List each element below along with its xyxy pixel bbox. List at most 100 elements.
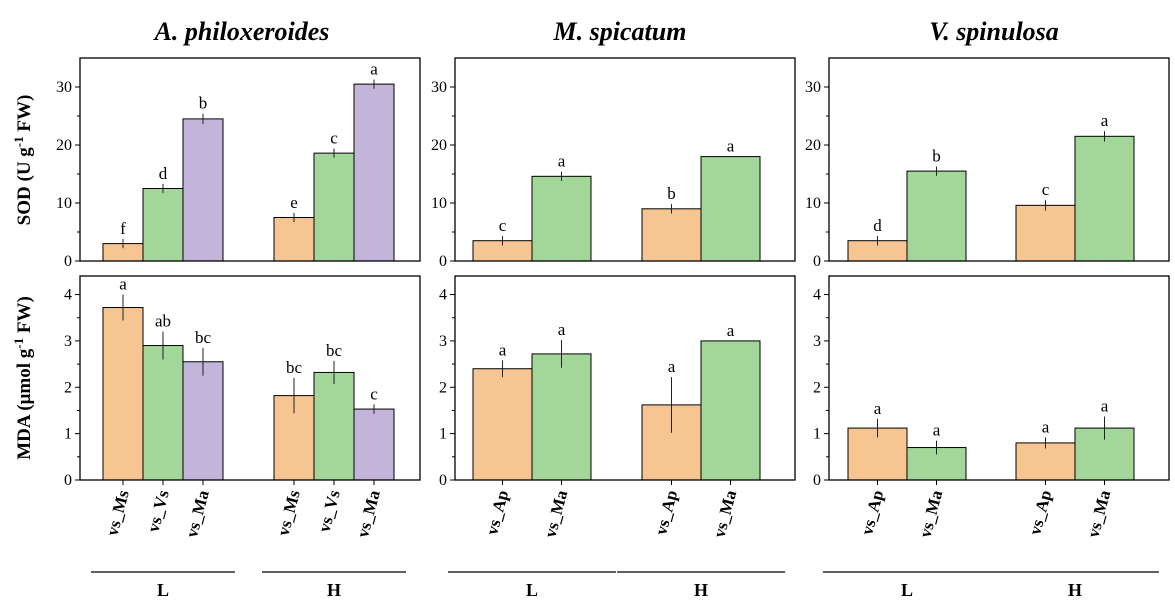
column-titles: A. philoxeroides M. spicatum V. spinulosa [153,17,1059,46]
panel-title: V. spinulosa [929,17,1059,46]
y-tick-label: 0 [64,253,72,270]
group-label: H [694,580,708,600]
bar-L-vs_Ma [531,175,592,262]
panel-sod-0: f d b e c a 0 10 20 30 [56,57,421,270]
significance-letter: f [120,219,126,238]
x-tick-label: vs_Ap [857,488,887,537]
y-tick-label: 2 [813,379,821,396]
significance-letter: ab [155,312,171,331]
bar-H-vs_Ap [1015,204,1076,262]
y-tick-label: 20 [805,137,821,154]
panel-sod-2: d b c a 0 10 20 30 [805,57,1170,270]
y-tick-label: 1 [64,426,72,443]
significance-letter: bc [195,328,212,347]
plot-frame [828,275,1170,481]
significance-letter: c [330,128,338,147]
plot-frame [828,57,1170,262]
panel-title: M. spicatum [553,17,687,46]
bar-L-vs_Vs [142,345,184,481]
y-tick-label: 30 [56,79,72,96]
significance-letter: a [874,399,882,418]
mda-y-axis-label: MDA (μmol g-1 FW) [11,296,35,460]
group-label: L [157,580,169,600]
significance-letter: a [558,152,566,171]
bar-H-vs_Ma [700,156,761,262]
plot-frame [79,57,421,262]
x-tick-label: vs_Ap [651,488,681,537]
significance-letter: a [558,320,566,339]
panel-mda-0: a ab bc bc bc c 0 1 2 3 4 vs_Ms vs_Vs vs_Ma Lvs_Ms vs_V… [64,275,421,600]
significance-letter: a [727,321,735,340]
significance-letter: a [499,340,507,359]
y-tick-label: 10 [56,195,72,212]
bar-L-vs_Ma [906,170,967,262]
y-tick-label: 30 [431,79,447,96]
y-tick-label: 3 [64,333,72,350]
sod-y-axis-label: SOD (U g-1 FW) [11,95,35,226]
y-tick-label: 4 [439,287,447,304]
x-tick-label: vs_Ma [916,488,947,540]
y-axis-labels: SOD (U g-1 FW) MDA (μmol g-1 FW) [11,95,35,460]
y-tick-label: 20 [431,137,447,154]
significance-letter: d [873,216,882,235]
group-label: H [327,580,341,600]
significance-letter: b [667,184,676,203]
y-tick-label: 3 [439,333,447,350]
bar-H-vs_Ma [1074,135,1135,262]
significance-letter: a [1101,396,1109,415]
y-tick-label: 1 [439,426,447,443]
significance-letter: a [933,421,941,440]
significance-letter: a [370,59,378,78]
significance-letter: b [932,146,941,165]
y-tick-label: 0 [439,253,447,270]
significance-letter: bc [326,341,343,360]
x-tick-label: vs_Ma [1084,488,1115,540]
y-tick-label: 20 [56,137,72,154]
y-tick-label: 0 [813,472,821,489]
chart-panels: fdbeca0102030caba0102030dbca0102030aabbc… [56,57,1170,600]
significance-letter: e [290,193,298,212]
plot-frame [79,275,421,481]
significance-letter: bc [286,358,303,377]
y-tick-label: 4 [813,287,821,304]
significance-letter: b [199,94,208,113]
x-tick-label: vs_Ma [710,488,741,540]
bar-L-vs_Ap [472,368,533,481]
significance-letter: c [499,216,507,235]
y-tick-label: 10 [431,195,447,212]
y-tick-label: 4 [64,287,72,304]
plot-frame [454,275,796,481]
significance-letter: a [668,357,676,376]
x-tick-label: vs_Vs [315,488,344,534]
bar-H-vs_Ma [353,83,395,262]
group-label: L [901,580,913,600]
group-label: H [1068,580,1082,600]
y-tick-label: 2 [439,379,447,396]
panel-mda-1: a a a a 0 1 2 3 4 vs_Ap vs_Ma Lvs_Ap vs_Ma H [439,275,796,600]
y-tick-label: 10 [805,195,821,212]
significance-letter: a [1101,111,1109,130]
y-tick-label: 0 [64,472,72,489]
bar-L-vs_Ma [182,361,224,481]
y-tick-label: 1 [813,426,821,443]
significance-letter: d [159,164,168,183]
x-tick-label: vs_Ms [103,488,133,538]
y-tick-label: 0 [439,472,447,489]
group-label: L [526,580,538,600]
y-tick-label: 3 [813,333,821,350]
significance-letter: c [370,384,378,403]
x-tick-label: vs_Vs [144,488,173,534]
significance-letter: a [119,275,127,294]
bar-H-vs_Ma [700,340,761,481]
x-tick-label: vs_Ap [1025,488,1055,537]
y-tick-label: 30 [805,79,821,96]
significance-letter: c [1042,180,1050,199]
significance-letter: a [1042,417,1050,436]
y-tick-label: 0 [813,253,821,270]
panel-title: A. philoxeroides [153,17,330,46]
bar-L-vs_Ms [102,307,144,481]
bar-H-vs_Vs [313,152,355,262]
bar-H-vs_Vs [313,371,355,481]
y-tick-label: 2 [64,379,72,396]
